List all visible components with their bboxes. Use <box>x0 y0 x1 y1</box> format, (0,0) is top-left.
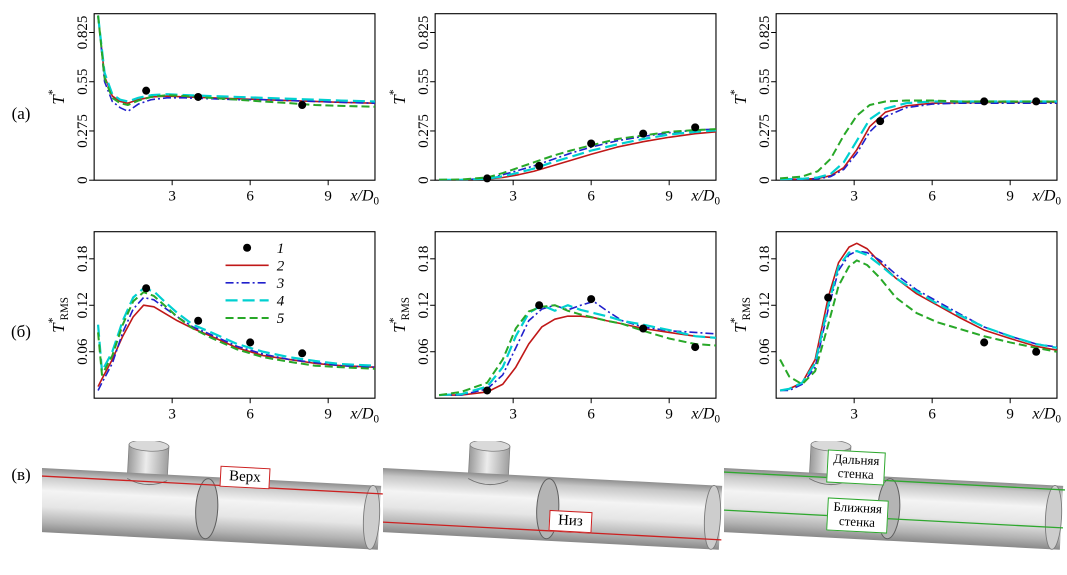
svg-text:0: 0 <box>416 176 432 184</box>
svg-text:0.825: 0.825 <box>757 16 773 50</box>
svg-text:6: 6 <box>928 406 936 422</box>
far-wall-line2: стенка <box>837 465 875 483</box>
svg-text:0.06: 0.06 <box>757 338 773 365</box>
svg-text:6: 6 <box>587 406 595 422</box>
svg-text:0: 0 <box>75 176 91 184</box>
pipe-diagram-walls: Дальняя стенка Ближняя стенка <box>724 441 1065 567</box>
svg-text:6: 6 <box>246 188 254 204</box>
svg-text:0.275: 0.275 <box>416 114 432 148</box>
svg-text:9: 9 <box>665 188 673 204</box>
svg-text:6: 6 <box>928 188 936 204</box>
svg-text:0.55: 0.55 <box>75 69 91 95</box>
svg-text:0.18: 0.18 <box>75 246 91 272</box>
row-label-b: (б) <box>11 322 31 341</box>
svg-text:3: 3 <box>276 276 285 292</box>
svg-text:3: 3 <box>850 188 858 204</box>
svg-text:0.12: 0.12 <box>75 292 91 318</box>
svg-text:0.06: 0.06 <box>75 338 91 365</box>
svg-text:0.12: 0.12 <box>416 292 432 318</box>
svg-text:x/D0: x/D0 <box>690 187 720 207</box>
svg-text:9: 9 <box>1006 188 1014 204</box>
svg-text:9: 9 <box>324 406 332 422</box>
svg-text:3: 3 <box>168 188 176 204</box>
near-wall-line2: стенка <box>838 513 876 531</box>
svg-text:0.55: 0.55 <box>757 69 773 95</box>
svg-text:0.825: 0.825 <box>416 16 432 50</box>
pipe-annotation-label-near-wall: Ближняя стенка <box>826 497 889 534</box>
svg-text:4: 4 <box>277 293 285 309</box>
svg-text:0.825: 0.825 <box>75 16 91 50</box>
svg-text:6: 6 <box>587 188 595 204</box>
pipe-annotation-label-bottom: Низ <box>548 509 593 534</box>
panel-grid: 3 6 9 0 0.275 0.55 0.825 T* x/D0 3 6 9 0 0.275 0.55 0.… <box>42 5 1065 567</box>
svg-text:0.06: 0.06 <box>416 338 432 365</box>
svg-text:0: 0 <box>757 176 773 184</box>
svg-text:1: 1 <box>277 241 285 257</box>
svg-text:3: 3 <box>509 188 517 204</box>
chart-a-middle: 3 6 9 0 0.275 0.55 0.825 T* x/D0 <box>383 5 724 223</box>
pipe-render <box>724 441 1065 567</box>
svg-text:x/D0: x/D0 <box>1031 187 1061 207</box>
row-label-v: (в) <box>11 465 31 484</box>
svg-text:T*: T* <box>45 89 68 105</box>
chart-b-middle: 3 6 9 0.06 0.12 0.18 T*RMS x/D0 <box>383 223 724 441</box>
chart-b-right: 3 6 9 0.06 0.12 0.18 T*RMS x/D0 <box>724 223 1065 441</box>
svg-text:0.12: 0.12 <box>757 292 773 318</box>
svg-text:3: 3 <box>850 406 858 422</box>
pipe-diagram-bottom: Низ <box>383 441 724 567</box>
pipe-annotation-label-top: Верх <box>219 465 271 490</box>
svg-text:2: 2 <box>277 258 285 274</box>
svg-text:0.275: 0.275 <box>75 114 91 148</box>
pipe-diagram-top: Верх <box>42 441 383 567</box>
row-labels: (а) (б) (в) <box>0 5 42 567</box>
svg-text:3: 3 <box>168 406 176 422</box>
svg-text:6: 6 <box>246 406 254 422</box>
row-label-a: (а) <box>11 104 31 123</box>
svg-text:T*RMS: T*RMS <box>727 297 753 333</box>
svg-text:T*: T* <box>386 89 409 105</box>
pipe-annotation-label-far-wall: Дальняя стенка <box>826 449 886 486</box>
svg-text:0.18: 0.18 <box>757 246 773 272</box>
svg-text:9: 9 <box>324 188 332 204</box>
svg-text:0.55: 0.55 <box>416 69 432 95</box>
svg-text:T*: T* <box>727 89 750 105</box>
svg-text:0.275: 0.275 <box>757 114 773 148</box>
chart-b-left: 3 6 9 0.06 0.12 0.18 T*RMS x/D0 1 2 3 4 5 <box>42 223 383 441</box>
svg-text:T*RMS: T*RMS <box>45 297 71 333</box>
svg-text:3: 3 <box>509 406 517 422</box>
svg-text:5: 5 <box>277 311 285 327</box>
svg-text:x/D0: x/D0 <box>349 405 379 425</box>
chart-a-right: 3 6 9 0 0.275 0.55 0.825 T* x/D0 <box>724 5 1065 223</box>
svg-text:T*RMS: T*RMS <box>386 297 412 333</box>
svg-text:9: 9 <box>1006 406 1014 422</box>
svg-text:x/D0: x/D0 <box>349 187 379 207</box>
svg-text:9: 9 <box>665 406 673 422</box>
svg-text:x/D0: x/D0 <box>1031 405 1061 425</box>
pipe-render <box>42 441 383 567</box>
chart-a-left: 3 6 9 0 0.275 0.55 0.825 T* x/D0 <box>42 5 383 223</box>
svg-text:x/D0: x/D0 <box>690 405 720 425</box>
svg-text:0.18: 0.18 <box>416 246 432 272</box>
pipe-render <box>383 441 724 567</box>
